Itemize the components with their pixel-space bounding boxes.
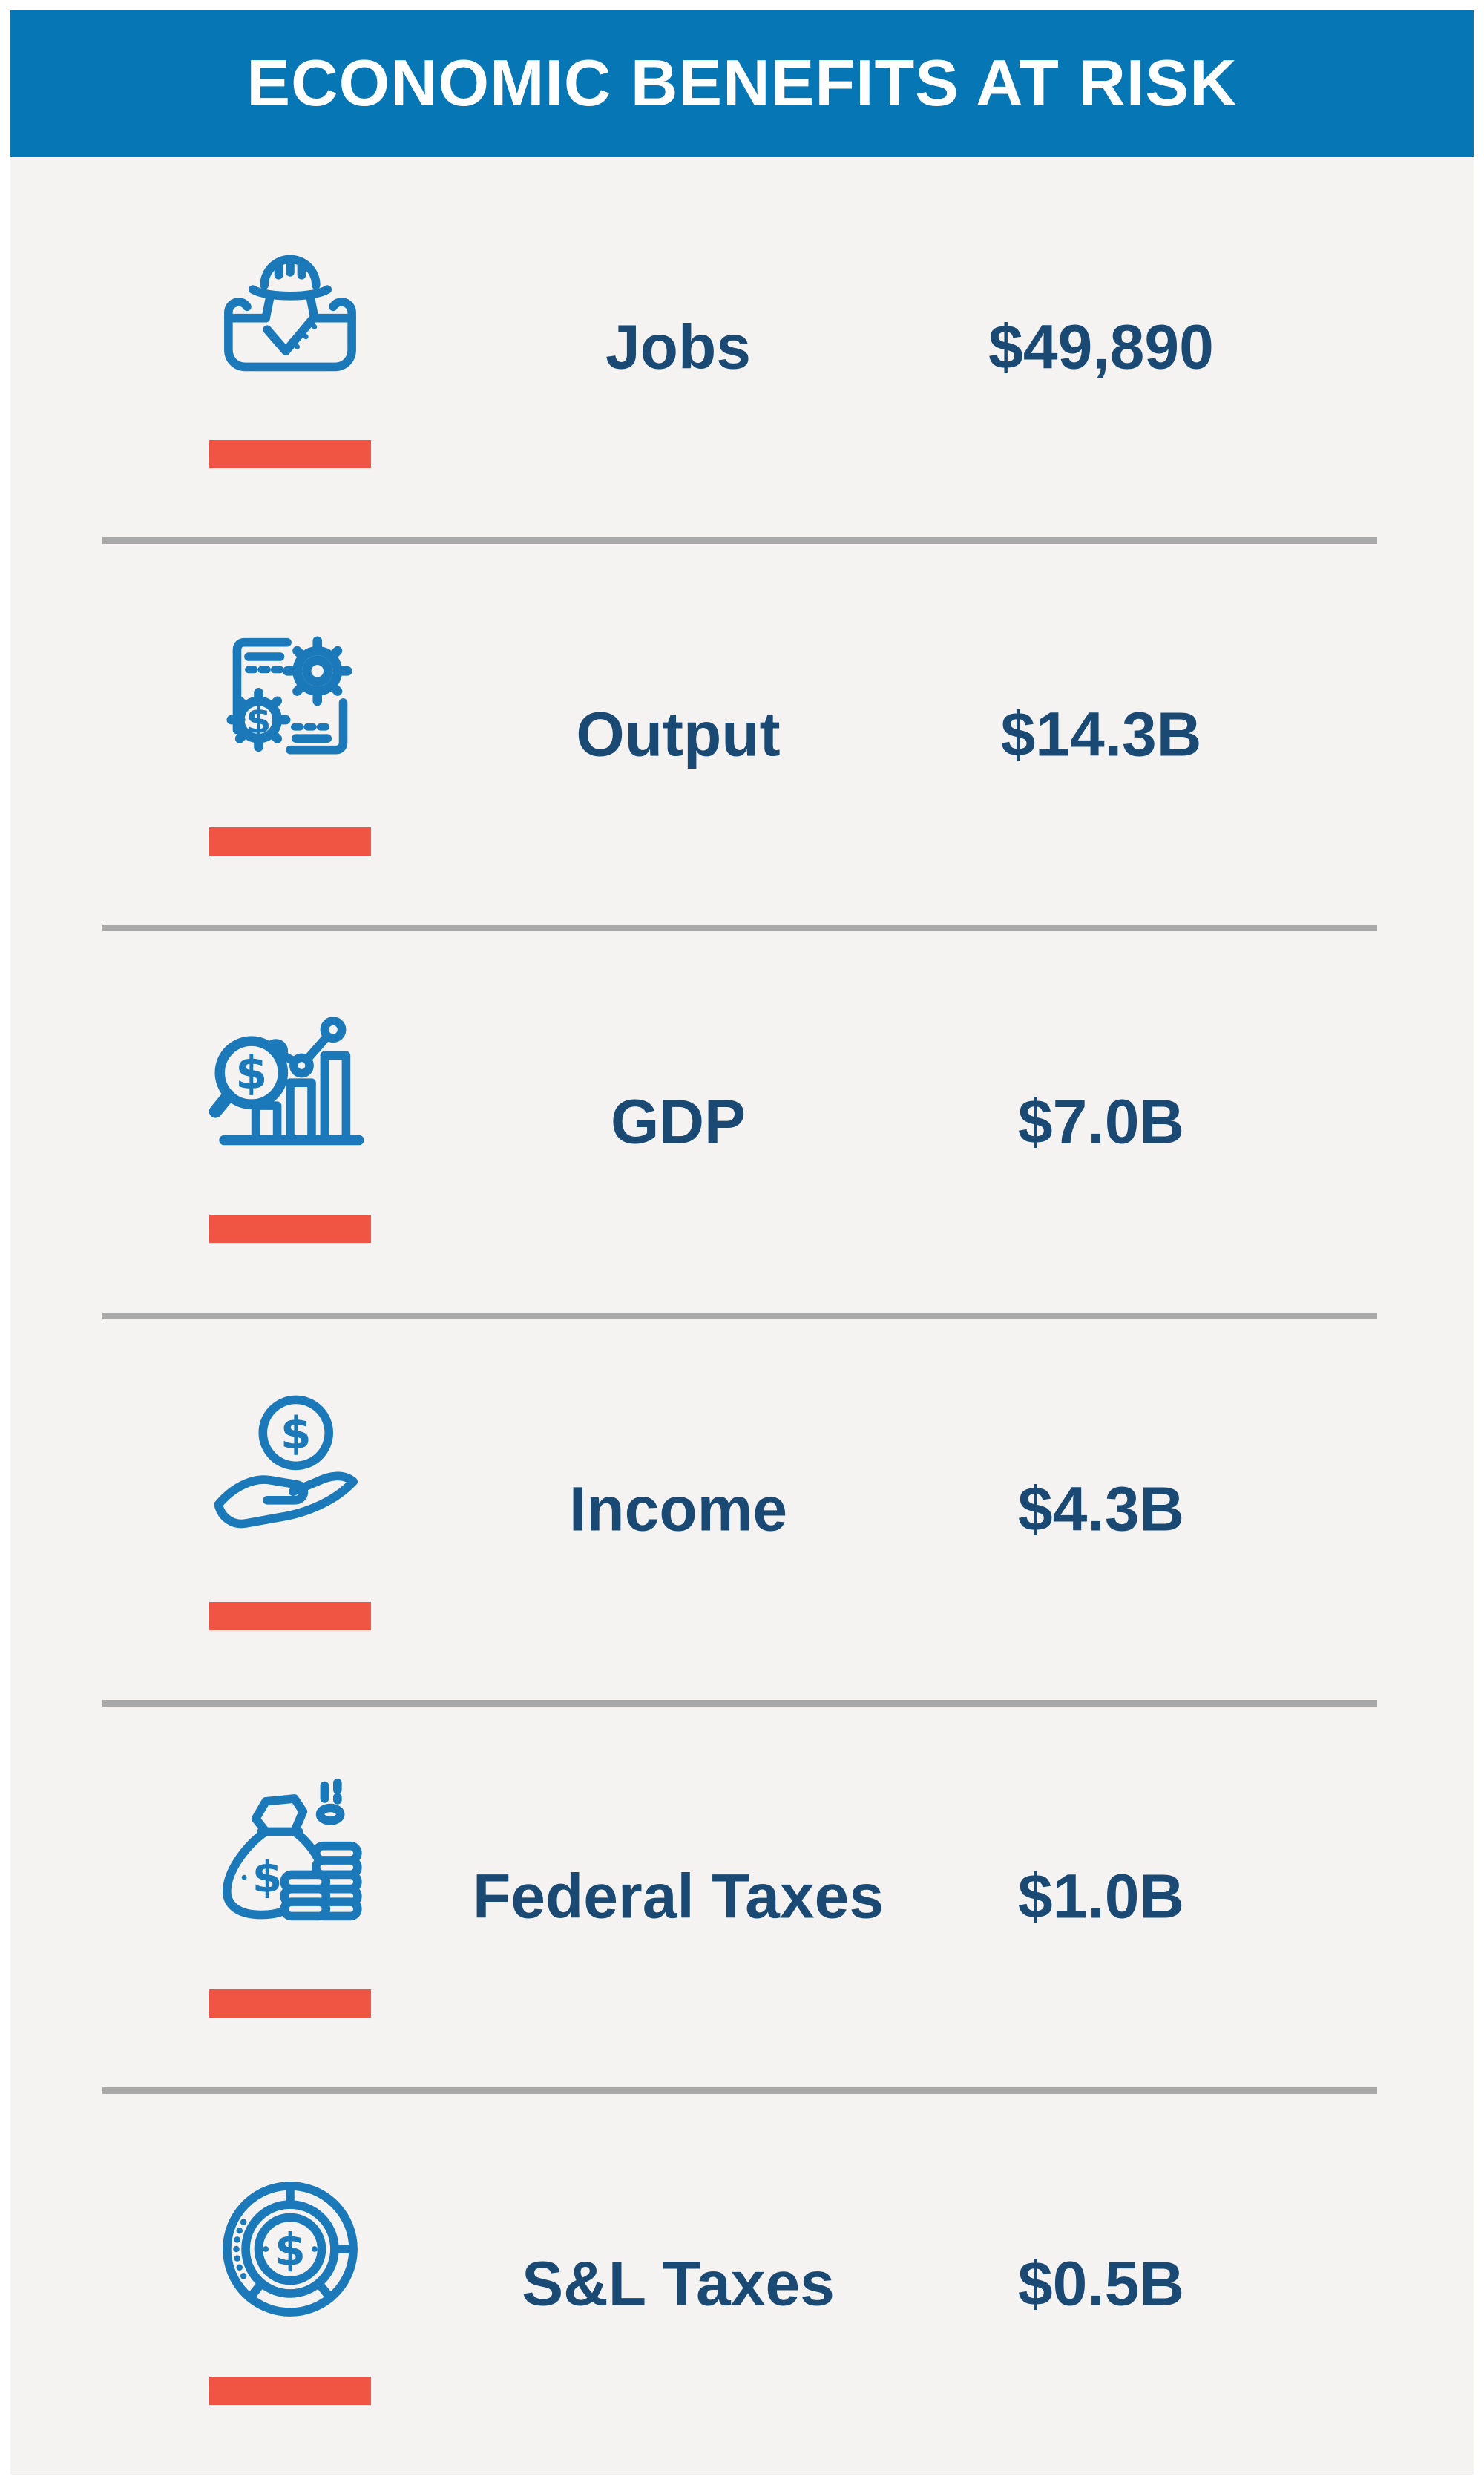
accent-bar: [209, 2377, 371, 2406]
metric-value: $4.3B: [1017, 1474, 1185, 1544]
hand-coin-icon: $: [214, 1395, 358, 1529]
metric-value: $1.0B: [1017, 1861, 1185, 1931]
metric-value: $7.0B: [1017, 1086, 1185, 1157]
accent-bar: [209, 1989, 371, 2018]
header: ECONOMIC BENEFITS AT RISK: [10, 10, 1474, 157]
donut-chart-coin-icon: $: [223, 2182, 358, 2317]
metric-label: S&L Taxes: [522, 2248, 835, 2319]
svg-text:$: $: [275, 2225, 306, 2276]
metric-label: GDP: [610, 1086, 746, 1157]
metric-row-gdp: $ GDP $7.0B: [10, 931, 1474, 1312]
bar-chart-magnifier-icon: $: [209, 1017, 364, 1146]
svg-text:$: $: [246, 700, 272, 741]
infographic-card: ECONOMIC BENEFITS AT RISK: [10, 10, 1474, 2475]
hard-hat-banner-icon: [224, 255, 356, 371]
icon-stack: [197, 226, 383, 468]
divider: [102, 1312, 1377, 1319]
icon-stack: $: [197, 1388, 383, 1631]
metric-value: $49,890: [988, 312, 1214, 382]
svg-text:$: $: [280, 1408, 312, 1460]
divider: [102, 2087, 1377, 2094]
divider: [102, 925, 1377, 932]
money-bag-coins-icon: $: [223, 1779, 362, 1921]
accent-bar: [209, 1602, 371, 1631]
metric-label: Output: [576, 699, 781, 769]
metric-row-output: $ Output $14.3B: [10, 544, 1474, 925]
svg-text:$: $: [235, 1046, 267, 1100]
icon-stack: $: [197, 614, 383, 856]
metric-value: $14.3B: [1000, 699, 1202, 769]
accent-bar: [209, 439, 371, 468]
metric-row-jobs: Jobs $49,890: [10, 157, 1474, 537]
divider: [102, 1699, 1377, 1707]
page-title: ECONOMIC BENEFITS AT RISK: [246, 46, 1238, 119]
metrics-list: Jobs $49,890: [10, 157, 1474, 2475]
accent-bar: [209, 1214, 371, 1243]
metric-row-sl-taxes: $ S&L Taxes $0.5B: [10, 2094, 1474, 2475]
metric-row-federal-taxes: $: [10, 1707, 1474, 2087]
icon-stack: $: [197, 2163, 383, 2406]
metric-label: Income: [568, 1474, 788, 1544]
icon-stack: $: [197, 1001, 383, 1243]
svg-text:$: $: [252, 1852, 282, 1903]
icon-stack: $: [197, 1776, 383, 2018]
gears-document-icon: $: [226, 636, 352, 755]
metric-value: $0.5B: [1017, 2248, 1185, 2319]
metric-row-income: $ Income $4.3B: [10, 1319, 1474, 1700]
metric-label: Federal Taxes: [472, 1861, 884, 1931]
metric-label: Jobs: [605, 312, 752, 382]
divider: [102, 537, 1377, 545]
accent-bar: [209, 827, 371, 856]
